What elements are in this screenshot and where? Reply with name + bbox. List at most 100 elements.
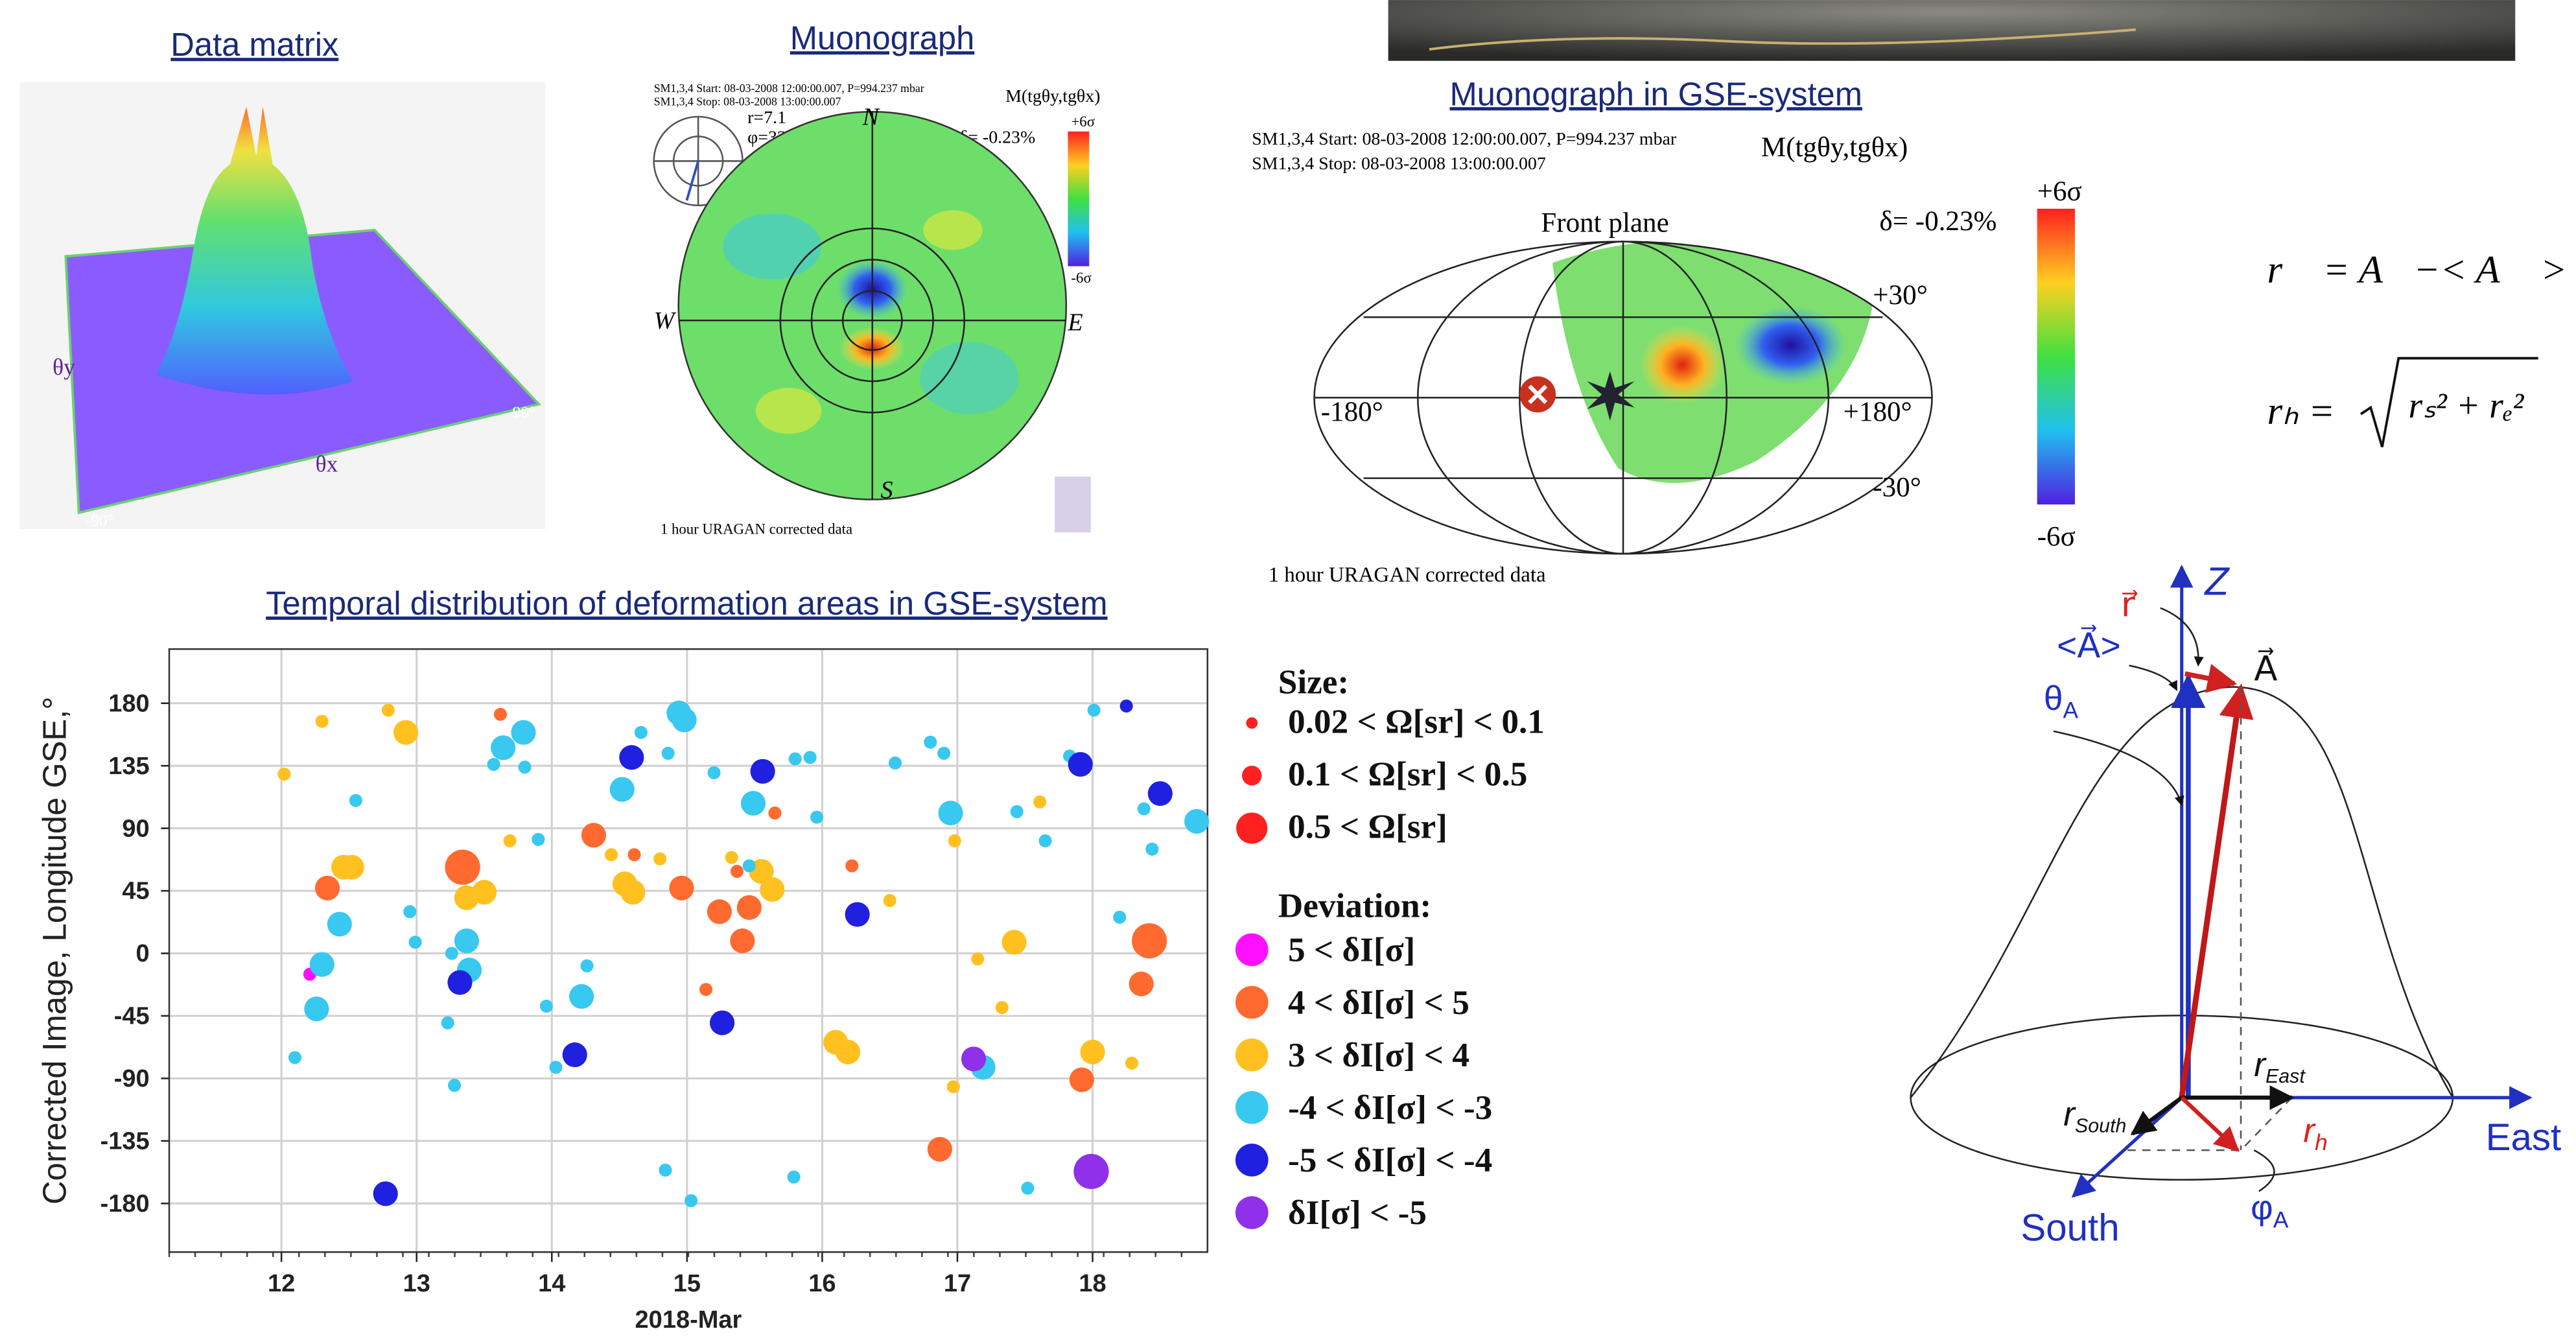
point: [1068, 752, 1093, 777]
label: θ: [2044, 679, 2063, 718]
point: [504, 834, 517, 847]
function: M(tgθy,tgθx): [1005, 86, 1100, 106]
point: [845, 902, 870, 926]
legend-title: Size:: [1278, 663, 1349, 701]
point: [737, 895, 762, 920]
label: South: [2020, 1207, 2119, 1249]
point: [1073, 1154, 1108, 1189]
formula: rₛ² + rₑ²: [2408, 386, 2524, 426]
point: [741, 791, 766, 816]
panel-title: Muonograph: [790, 19, 975, 56]
y-tick-label: -135: [100, 1128, 150, 1155]
figure: Data matrix θy θx 90° -90° Muonograph SM…: [0, 0, 2576, 1342]
y-tick-label: 135: [108, 753, 149, 780]
point: [725, 851, 738, 864]
point: [685, 1194, 697, 1207]
point: [947, 1080, 960, 1093]
x-tick-label: 12: [268, 1270, 295, 1297]
pointer: [2129, 666, 2177, 690]
point: [620, 880, 645, 904]
point: [659, 1164, 672, 1177]
point: [1088, 703, 1101, 716]
legend-marker: [1235, 934, 1269, 967]
point: [708, 766, 721, 779]
south-axis: [2073, 1098, 2181, 1196]
legend-marker: [1246, 717, 1258, 729]
photo: [1388, 0, 2516, 61]
point: [788, 1171, 801, 1184]
point: [1080, 1040, 1105, 1065]
point: [349, 794, 362, 807]
point: [1145, 843, 1158, 856]
point: [491, 735, 515, 760]
point: [511, 720, 535, 745]
point: [1138, 803, 1151, 816]
point: [810, 810, 823, 823]
point: [1021, 1182, 1034, 1195]
y-tick-label: -45: [114, 1003, 150, 1030]
formula: r⃗ = A⃗−< A⃗ >: [2267, 248, 2568, 292]
y-tick-label: 45: [122, 878, 149, 905]
point: [494, 708, 507, 721]
axis-label: θy: [53, 354, 75, 380]
color-bar: [2037, 209, 2075, 504]
legend-label: 0.1 < Ω[sr] < 0.5: [1288, 755, 1527, 794]
plot-area: [169, 649, 1208, 1252]
compass: S: [880, 477, 893, 504]
scale-label: +6σ: [2037, 176, 2082, 207]
point: [961, 1046, 986, 1071]
point: [409, 936, 422, 948]
point: [340, 855, 364, 880]
x-tick-label: 15: [673, 1270, 701, 1297]
legend-marker: [1235, 1091, 1269, 1124]
panel-title: Data matrix: [170, 26, 338, 63]
sky-blob: [923, 210, 982, 250]
point: [454, 928, 479, 953]
info: SM1,3,4 Start: 08-03-2008 12:00:00.007, …: [654, 82, 924, 95]
point: [487, 758, 500, 771]
point: [1113, 911, 1126, 924]
sky-blob: [756, 388, 821, 434]
tick-label: 90°: [513, 403, 535, 421]
point: [884, 894, 896, 907]
point: [288, 1051, 301, 1064]
y-axis-label: Corrected Image, Longitude GSE,°: [36, 696, 73, 1205]
point: [889, 757, 902, 770]
x-tick-label: 17: [944, 1270, 971, 1297]
point: [996, 1001, 1009, 1014]
point: [710, 1011, 734, 1035]
point: [699, 983, 712, 996]
point: [1120, 700, 1133, 712]
pointer: [2160, 608, 2199, 666]
info: δ= -0.23%: [1879, 206, 1996, 237]
compass: W: [654, 307, 677, 335]
label: rEast: [2254, 1046, 2306, 1087]
point: [563, 1042, 587, 1067]
axis-label: θx: [316, 451, 338, 477]
legend-label: δI[σ] < -5: [1288, 1194, 1427, 1232]
label: Z: [2203, 559, 2230, 604]
label: East: [2486, 1116, 2562, 1159]
point: [1125, 1057, 1138, 1070]
compass: N: [862, 104, 881, 131]
point: [1184, 809, 1209, 834]
point: [581, 823, 606, 847]
point: [924, 736, 937, 749]
grid-label: +180°: [1844, 397, 1912, 427]
phi-arc: [2254, 1150, 2274, 1191]
point: [310, 952, 334, 977]
label: r⃗: [2121, 585, 2138, 624]
plane: Front plane: [1541, 207, 1669, 238]
label: φA: [2251, 1189, 2289, 1233]
point: [316, 715, 329, 728]
r-h: [2182, 1098, 2238, 1150]
gse-map: [1552, 241, 1873, 483]
point: [938, 801, 963, 825]
point: [1039, 834, 1052, 847]
info: SM1,3,4 Start: 08-03-2008 12:00:00.007, …: [1252, 129, 1677, 149]
footer: 1 hour URAGAN corrected data: [661, 521, 852, 537]
icon: [686, 161, 698, 200]
label: A: [2063, 698, 2078, 724]
legend-marker: [1236, 812, 1267, 843]
chart-title: Temporal distribution of deformation are…: [266, 585, 1107, 622]
